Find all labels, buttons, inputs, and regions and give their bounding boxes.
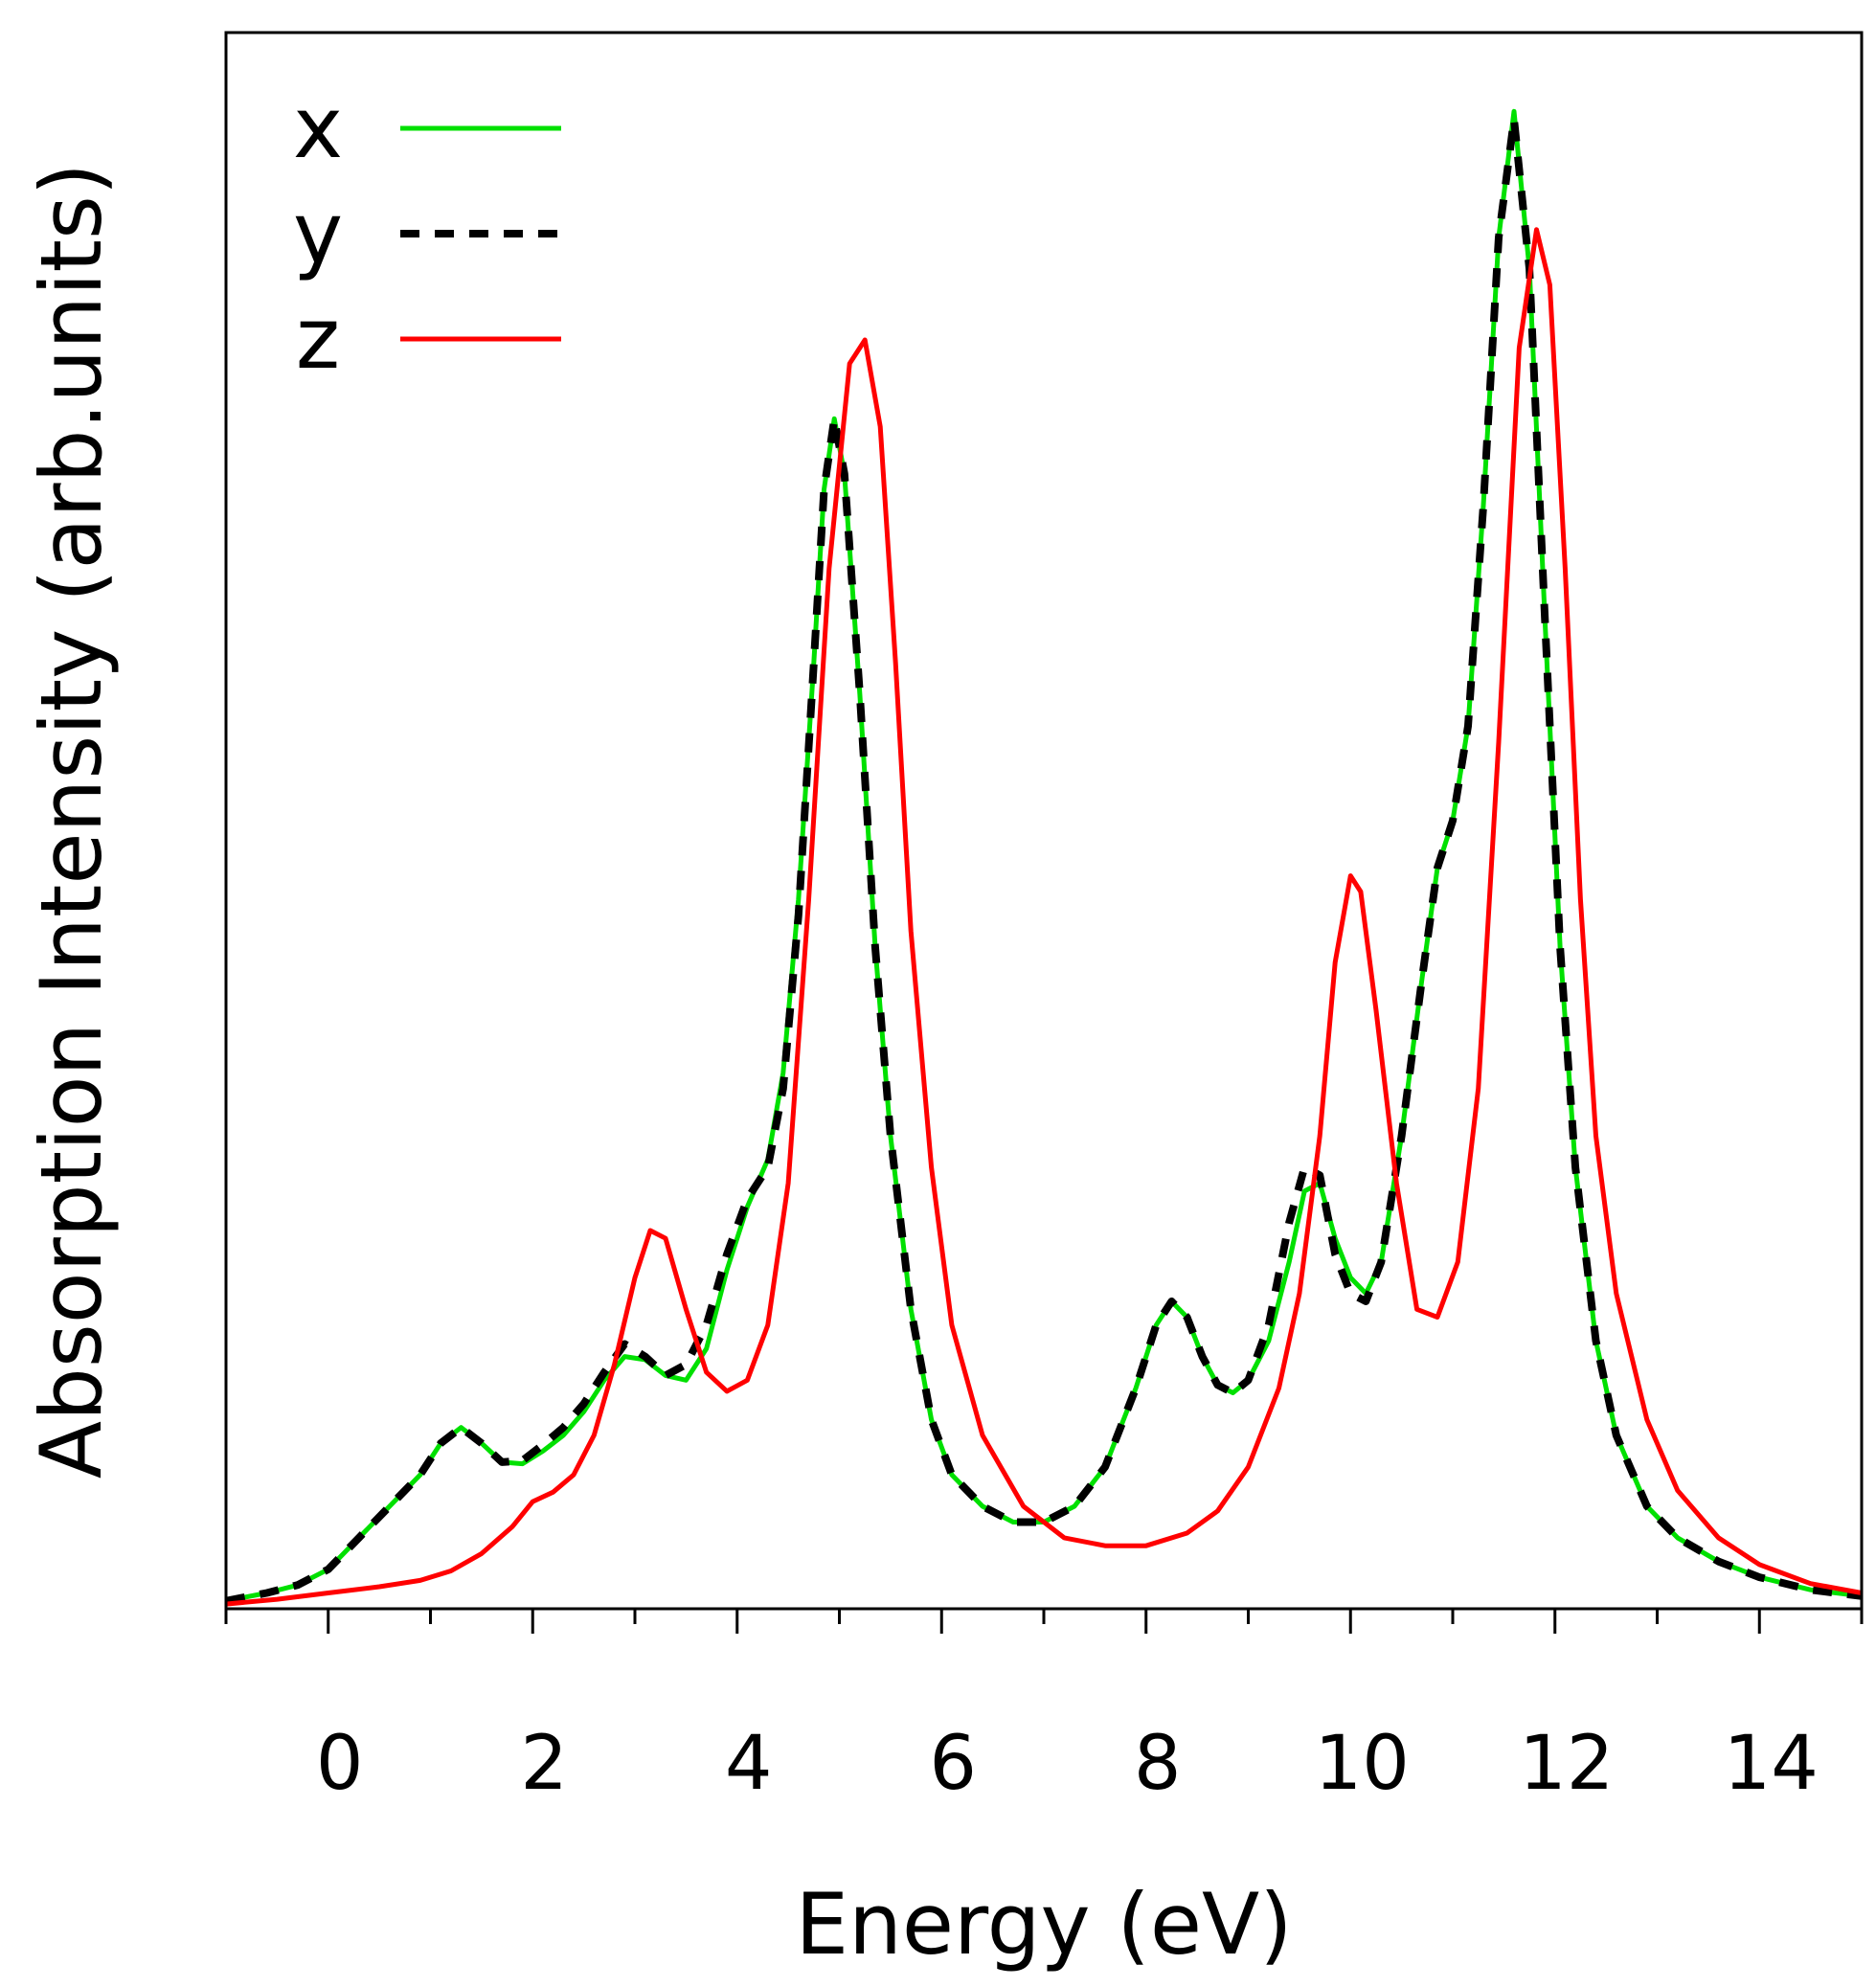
x-tick-label: 8 bbox=[1134, 1721, 1182, 1807]
x-tick-label: 4 bbox=[725, 1721, 773, 1807]
x-tick-label: 2 bbox=[520, 1721, 568, 1807]
x-tick-label: 0 bbox=[316, 1721, 364, 1807]
y-axis-title: Absorption Intensity (arb.units) bbox=[22, 163, 121, 1479]
legend-label-y: y bbox=[293, 184, 343, 282]
legend: xyz bbox=[293, 79, 561, 388]
legend-label-z: z bbox=[296, 289, 340, 388]
x-tick-label: 14 bbox=[1724, 1721, 1819, 1807]
x-tick-label: 6 bbox=[929, 1721, 977, 1807]
x-tick-label: 12 bbox=[1519, 1721, 1614, 1807]
x-axis-ticks bbox=[224, 1609, 1864, 1634]
series-line-y bbox=[225, 115, 1863, 1605]
series-layer bbox=[225, 108, 1863, 1607]
x-tick-label: 10 bbox=[1315, 1721, 1410, 1807]
series-line-z bbox=[225, 227, 1863, 1607]
legend-label-x: x bbox=[293, 79, 343, 177]
x-axis-title: Energy (eV) bbox=[795, 1875, 1292, 1974]
x-axis-tick-labels: 0 2 4 6 8 10 12 14 bbox=[316, 1721, 1819, 1807]
